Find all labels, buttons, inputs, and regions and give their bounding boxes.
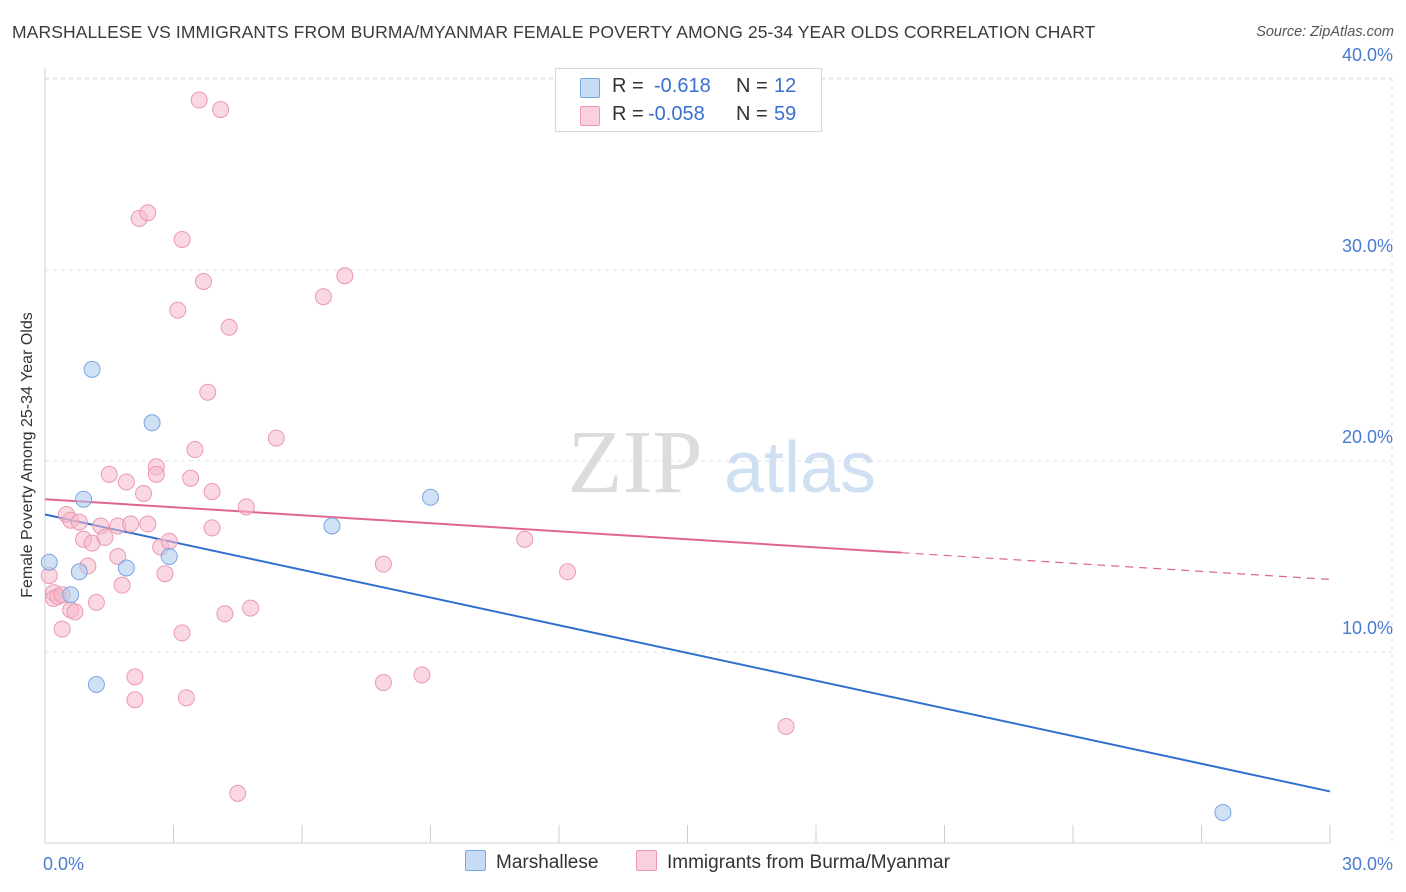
point-burma (100, 465, 118, 483)
point-burma (96, 528, 114, 546)
legend-row-marshallese: R = -0.618 N = 12 (556, 73, 821, 101)
point-burma (177, 689, 195, 707)
point-burma (216, 605, 234, 623)
point-marshallese (62, 586, 80, 604)
point-burma (126, 691, 144, 709)
point-burma (87, 593, 105, 611)
source-label: Source: ZipAtlas.com (1256, 24, 1394, 40)
point-burma (203, 483, 221, 501)
watermark-zip: ZIP (568, 413, 703, 512)
watermark: ZIP atlas (568, 413, 877, 512)
legend-row-burma: R = -0.058 N = 59 (556, 101, 821, 129)
point-burma (237, 498, 255, 516)
point-burma (139, 204, 157, 222)
trend-line-1 (44, 498, 902, 554)
bottom-legend-label: Marshallese (496, 852, 599, 873)
legend-r-value: -0.618 (654, 75, 711, 97)
point-burma (122, 515, 140, 533)
point-burma (336, 267, 354, 285)
point-burma (70, 513, 88, 531)
point-burma (194, 272, 212, 290)
point-burma (173, 230, 191, 248)
point-burma (126, 668, 144, 686)
legend-r-label: R = (612, 75, 644, 97)
point-burma (156, 565, 174, 583)
point-burma (173, 624, 191, 642)
point-marshallese (422, 488, 439, 506)
x-tick-label: 0.0% (43, 854, 84, 874)
legend-r-label: R = (612, 103, 644, 125)
axes (44, 68, 1331, 844)
point-burma (413, 666, 431, 684)
trend-line-extension-1 (901, 552, 1331, 581)
point-burma (186, 441, 204, 459)
bottom-legend-burma: Immigrants from Burma/Myanmar (636, 850, 950, 878)
point-marshallese (87, 675, 105, 693)
trend-lines (44, 498, 1331, 793)
trend-line-0 (44, 513, 1331, 793)
gridlines (45, 77, 1393, 843)
point-marshallese (70, 563, 88, 581)
point-burma (160, 532, 178, 550)
legend-n-label: N = (736, 75, 768, 97)
point-burma (777, 717, 795, 735)
point-burma (559, 563, 577, 581)
point-marshallese (75, 490, 93, 508)
point-marshallese (143, 414, 161, 432)
point-burma (203, 519, 221, 537)
y-tick-label: 30.0% (1342, 236, 1393, 256)
point-burma (267, 429, 285, 447)
point-burma (199, 383, 217, 401)
point-burma (109, 548, 127, 565)
legend-n-label: N = (736, 103, 768, 125)
point-burma (374, 555, 392, 573)
watermark-atlas: atlas (724, 428, 876, 508)
point-burma (190, 91, 208, 109)
bottom-swatch-marshallese (465, 850, 486, 871)
bottom-legend-label: Immigrants from Burma/Myanmar (667, 852, 950, 873)
data-points (40, 91, 1232, 821)
legend-swatch-burma (580, 106, 600, 126)
point-burma (66, 603, 84, 621)
point-burma (113, 576, 131, 594)
y-tick-label: 10.0% (1342, 618, 1393, 638)
bottom-legend-marshallese: Marshallese (465, 850, 598, 878)
legend-n-value: 12 (774, 75, 797, 97)
point-burma (169, 301, 187, 319)
point-burma (147, 465, 165, 483)
point-burma (212, 101, 230, 119)
bottom-swatch-burma (636, 850, 657, 871)
point-burma (374, 674, 392, 692)
legend-n-value: 59 (774, 103, 797, 125)
point-marshallese (1214, 803, 1232, 821)
point-burma (182, 469, 200, 487)
point-burma (117, 473, 135, 491)
point-marshallese (160, 548, 178, 565)
tick-labels: 10.0% 20.0% 30.0% 40.0% 0.0% 30.0% (43, 45, 1393, 874)
y-tick-label: 20.0% (1342, 427, 1393, 447)
x-tick-label: 30.0% (1342, 854, 1393, 874)
y-tick-label: 40.0% (1342, 45, 1393, 65)
point-burma (516, 530, 534, 548)
point-marshallese (323, 517, 341, 535)
point-burma (242, 599, 260, 617)
point-burma (314, 288, 332, 306)
chart-title: MARSHALLESE VS IMMIGRANTS FROM BURMA/MYA… (12, 22, 1096, 42)
legend-swatch-marshallese (580, 78, 600, 98)
point-burma (229, 784, 247, 802)
stats-legend: R = -0.618 N = 12 R = -0.058 N = 59 (555, 68, 822, 132)
point-burma (220, 318, 238, 336)
point-marshallese (83, 360, 101, 378)
point-marshallese (40, 553, 58, 571)
point-burma (135, 484, 153, 502)
point-burma (53, 620, 71, 638)
legend-r-value: -0.058 (648, 103, 705, 125)
point-marshallese (117, 559, 135, 577)
point-burma (139, 515, 157, 533)
